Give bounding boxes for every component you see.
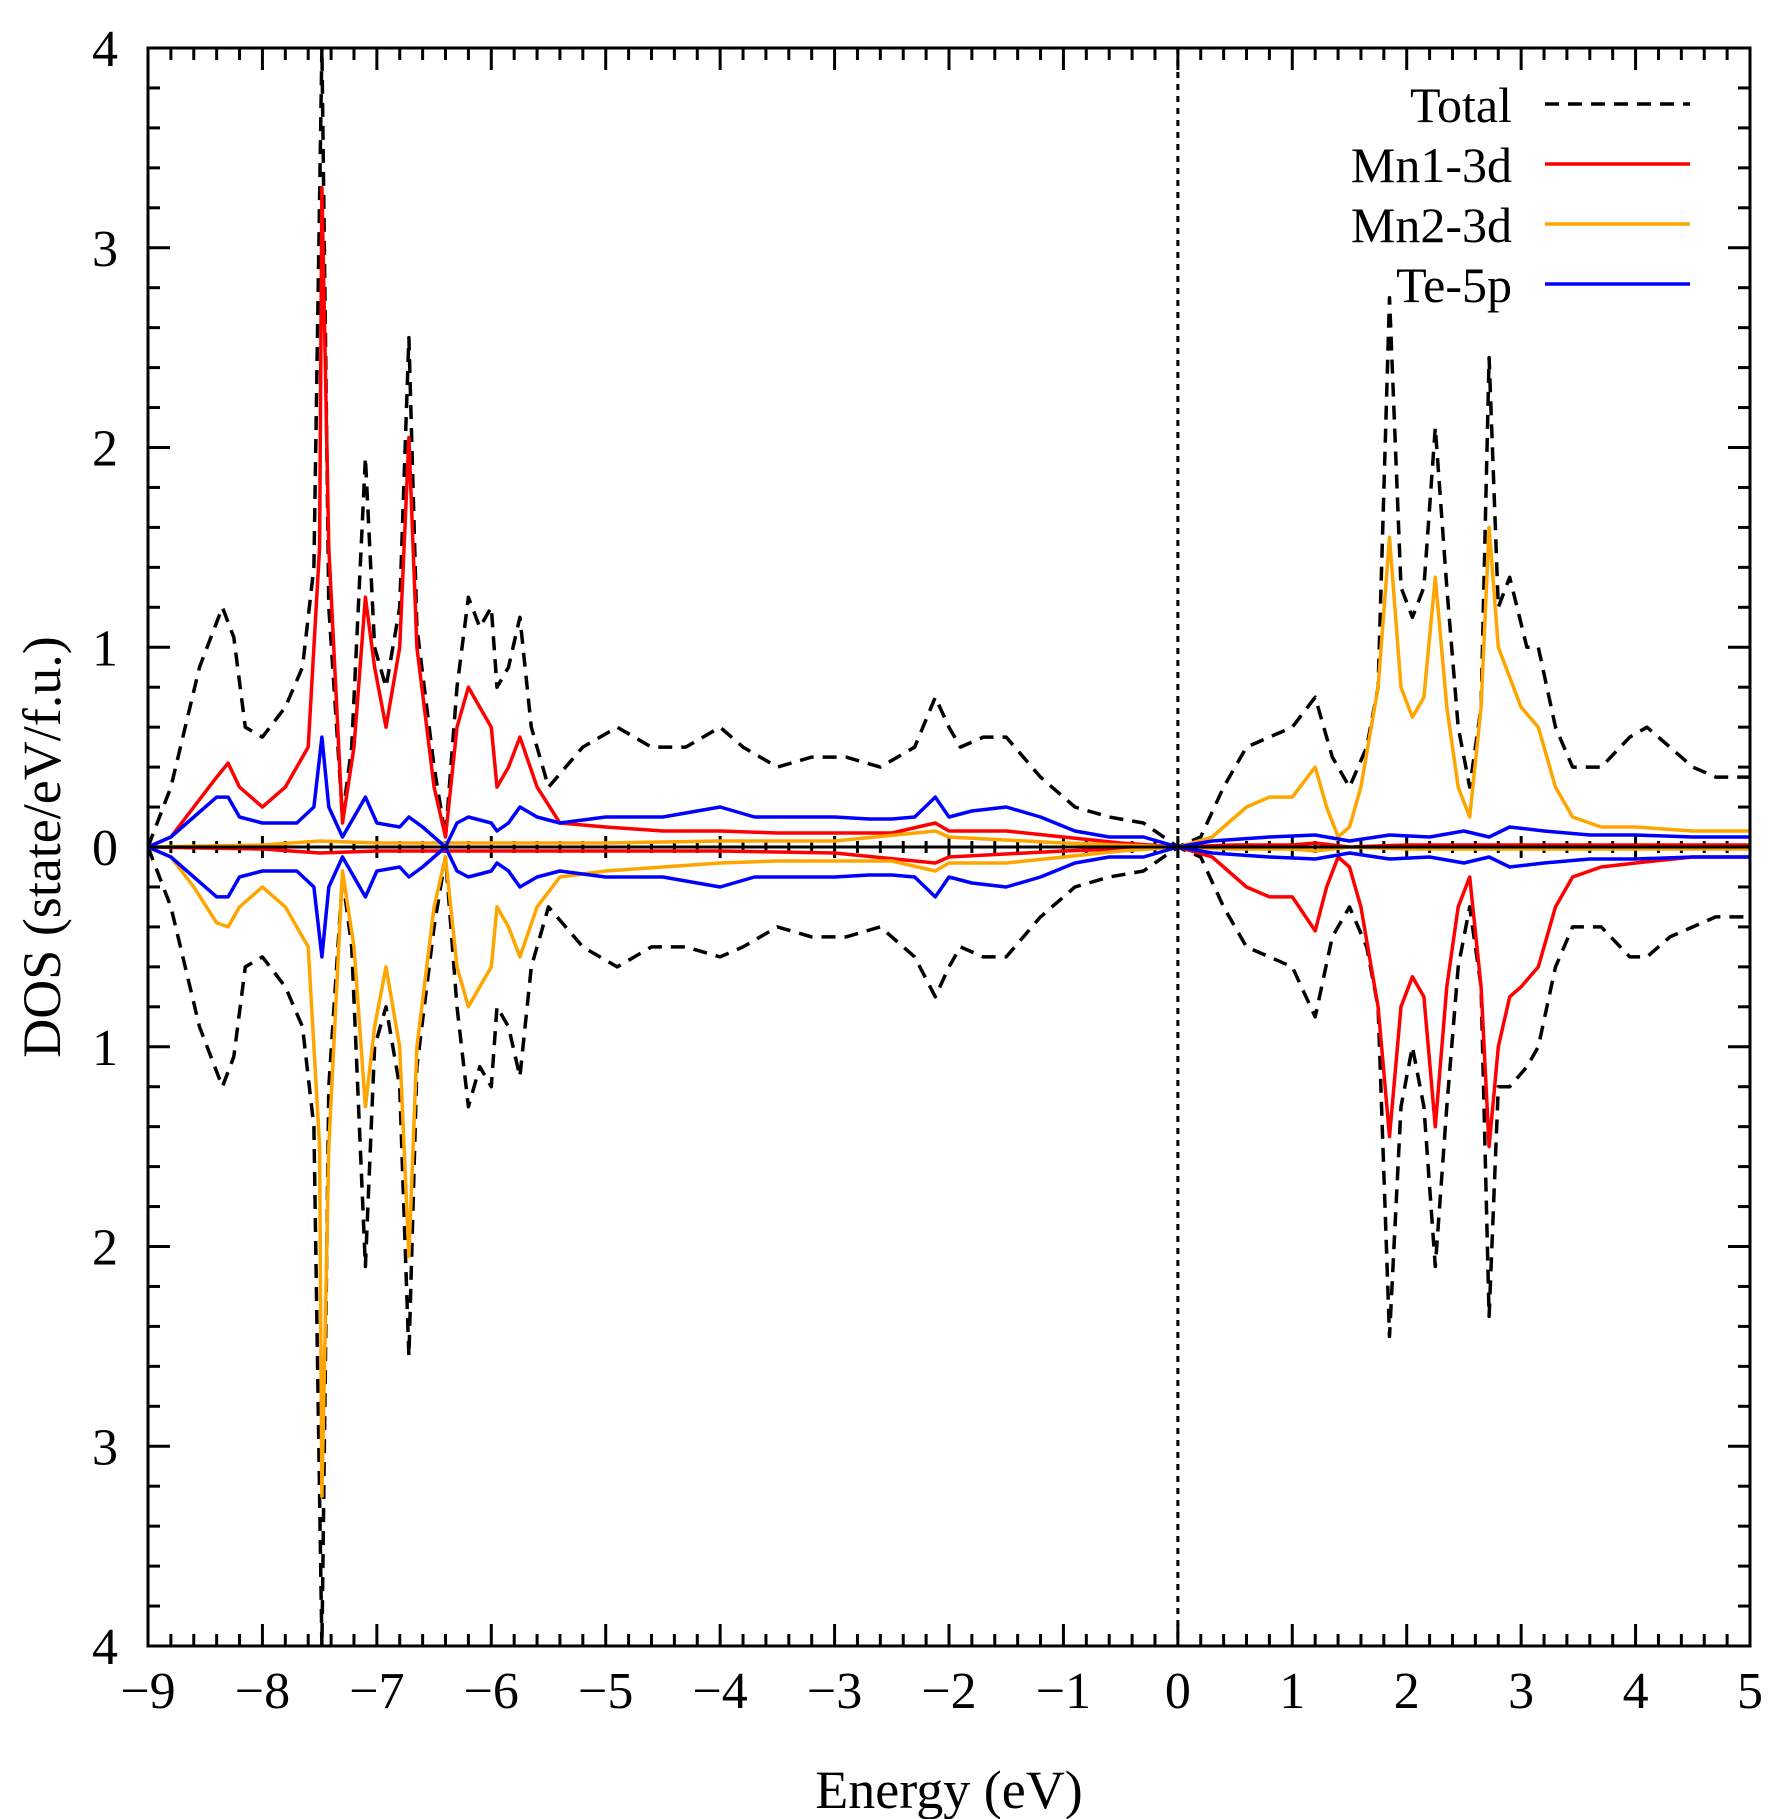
y-tick-label: 4 [92, 21, 118, 78]
x-tick-label: 1 [1279, 1663, 1305, 1720]
legend-label: Mn1-3d [1351, 137, 1512, 193]
x-tick-label: −2 [921, 1663, 976, 1720]
x-tick-label: 5 [1737, 1663, 1763, 1720]
series-mn2-3d-up [148, 525, 1750, 849]
legend-label: Mn2-3d [1351, 197, 1512, 253]
y-tick-label: 1 [92, 1020, 118, 1077]
x-tick-label: 0 [1165, 1663, 1191, 1720]
x-tick-label: 2 [1394, 1663, 1420, 1720]
series-total-down [148, 845, 1750, 1646]
x-tick-label: −6 [464, 1663, 519, 1720]
x-tick-label: −1 [1036, 1663, 1091, 1720]
series-te-5p-up [148, 735, 1750, 849]
plot-frame [146, 46, 1752, 1648]
tick-labels: −9 −8 −7 −6 −5 −4 −3 −2 −1 0 1 2 3 4 5 4 3 2 1 0 1 2 3 4 [92, 21, 1763, 1720]
x-tick-label: −8 [235, 1663, 290, 1720]
x-tick-label: −5 [578, 1663, 633, 1720]
axes [146, 46, 1752, 1648]
legend-label: Te-5p [1396, 257, 1512, 313]
series-mn1-3d-up [148, 186, 1750, 849]
series-mn2-3d-down [148, 845, 1750, 1498]
y-tick-label: 3 [92, 221, 118, 278]
y-tick-label: 4 [92, 1619, 118, 1676]
x-tick-label: 3 [1508, 1663, 1534, 1720]
series-mn1-3d-down [148, 845, 1750, 1149]
x-axis-title: Energy (eV) [815, 1760, 1082, 1819]
y-tick-label: 2 [92, 421, 118, 478]
y-axis-title: DOS (state/eV/f.u.) [12, 636, 72, 1057]
x-tick-label: −4 [692, 1663, 747, 1720]
x-tick-label: 4 [1623, 1663, 1649, 1720]
y-tick-label: 3 [92, 1419, 118, 1476]
y-tick-label: 1 [92, 620, 118, 677]
series-layer [148, 48, 1750, 1646]
legend-label: Total [1410, 77, 1512, 133]
series-te-5p-down [148, 845, 1750, 959]
x-tick-label: −9 [120, 1663, 175, 1720]
x-tick-label: −3 [807, 1663, 862, 1720]
y-tick-label: 0 [92, 820, 118, 877]
y-tick-label: 2 [92, 1220, 118, 1277]
x-tick-label: −7 [349, 1663, 404, 1720]
